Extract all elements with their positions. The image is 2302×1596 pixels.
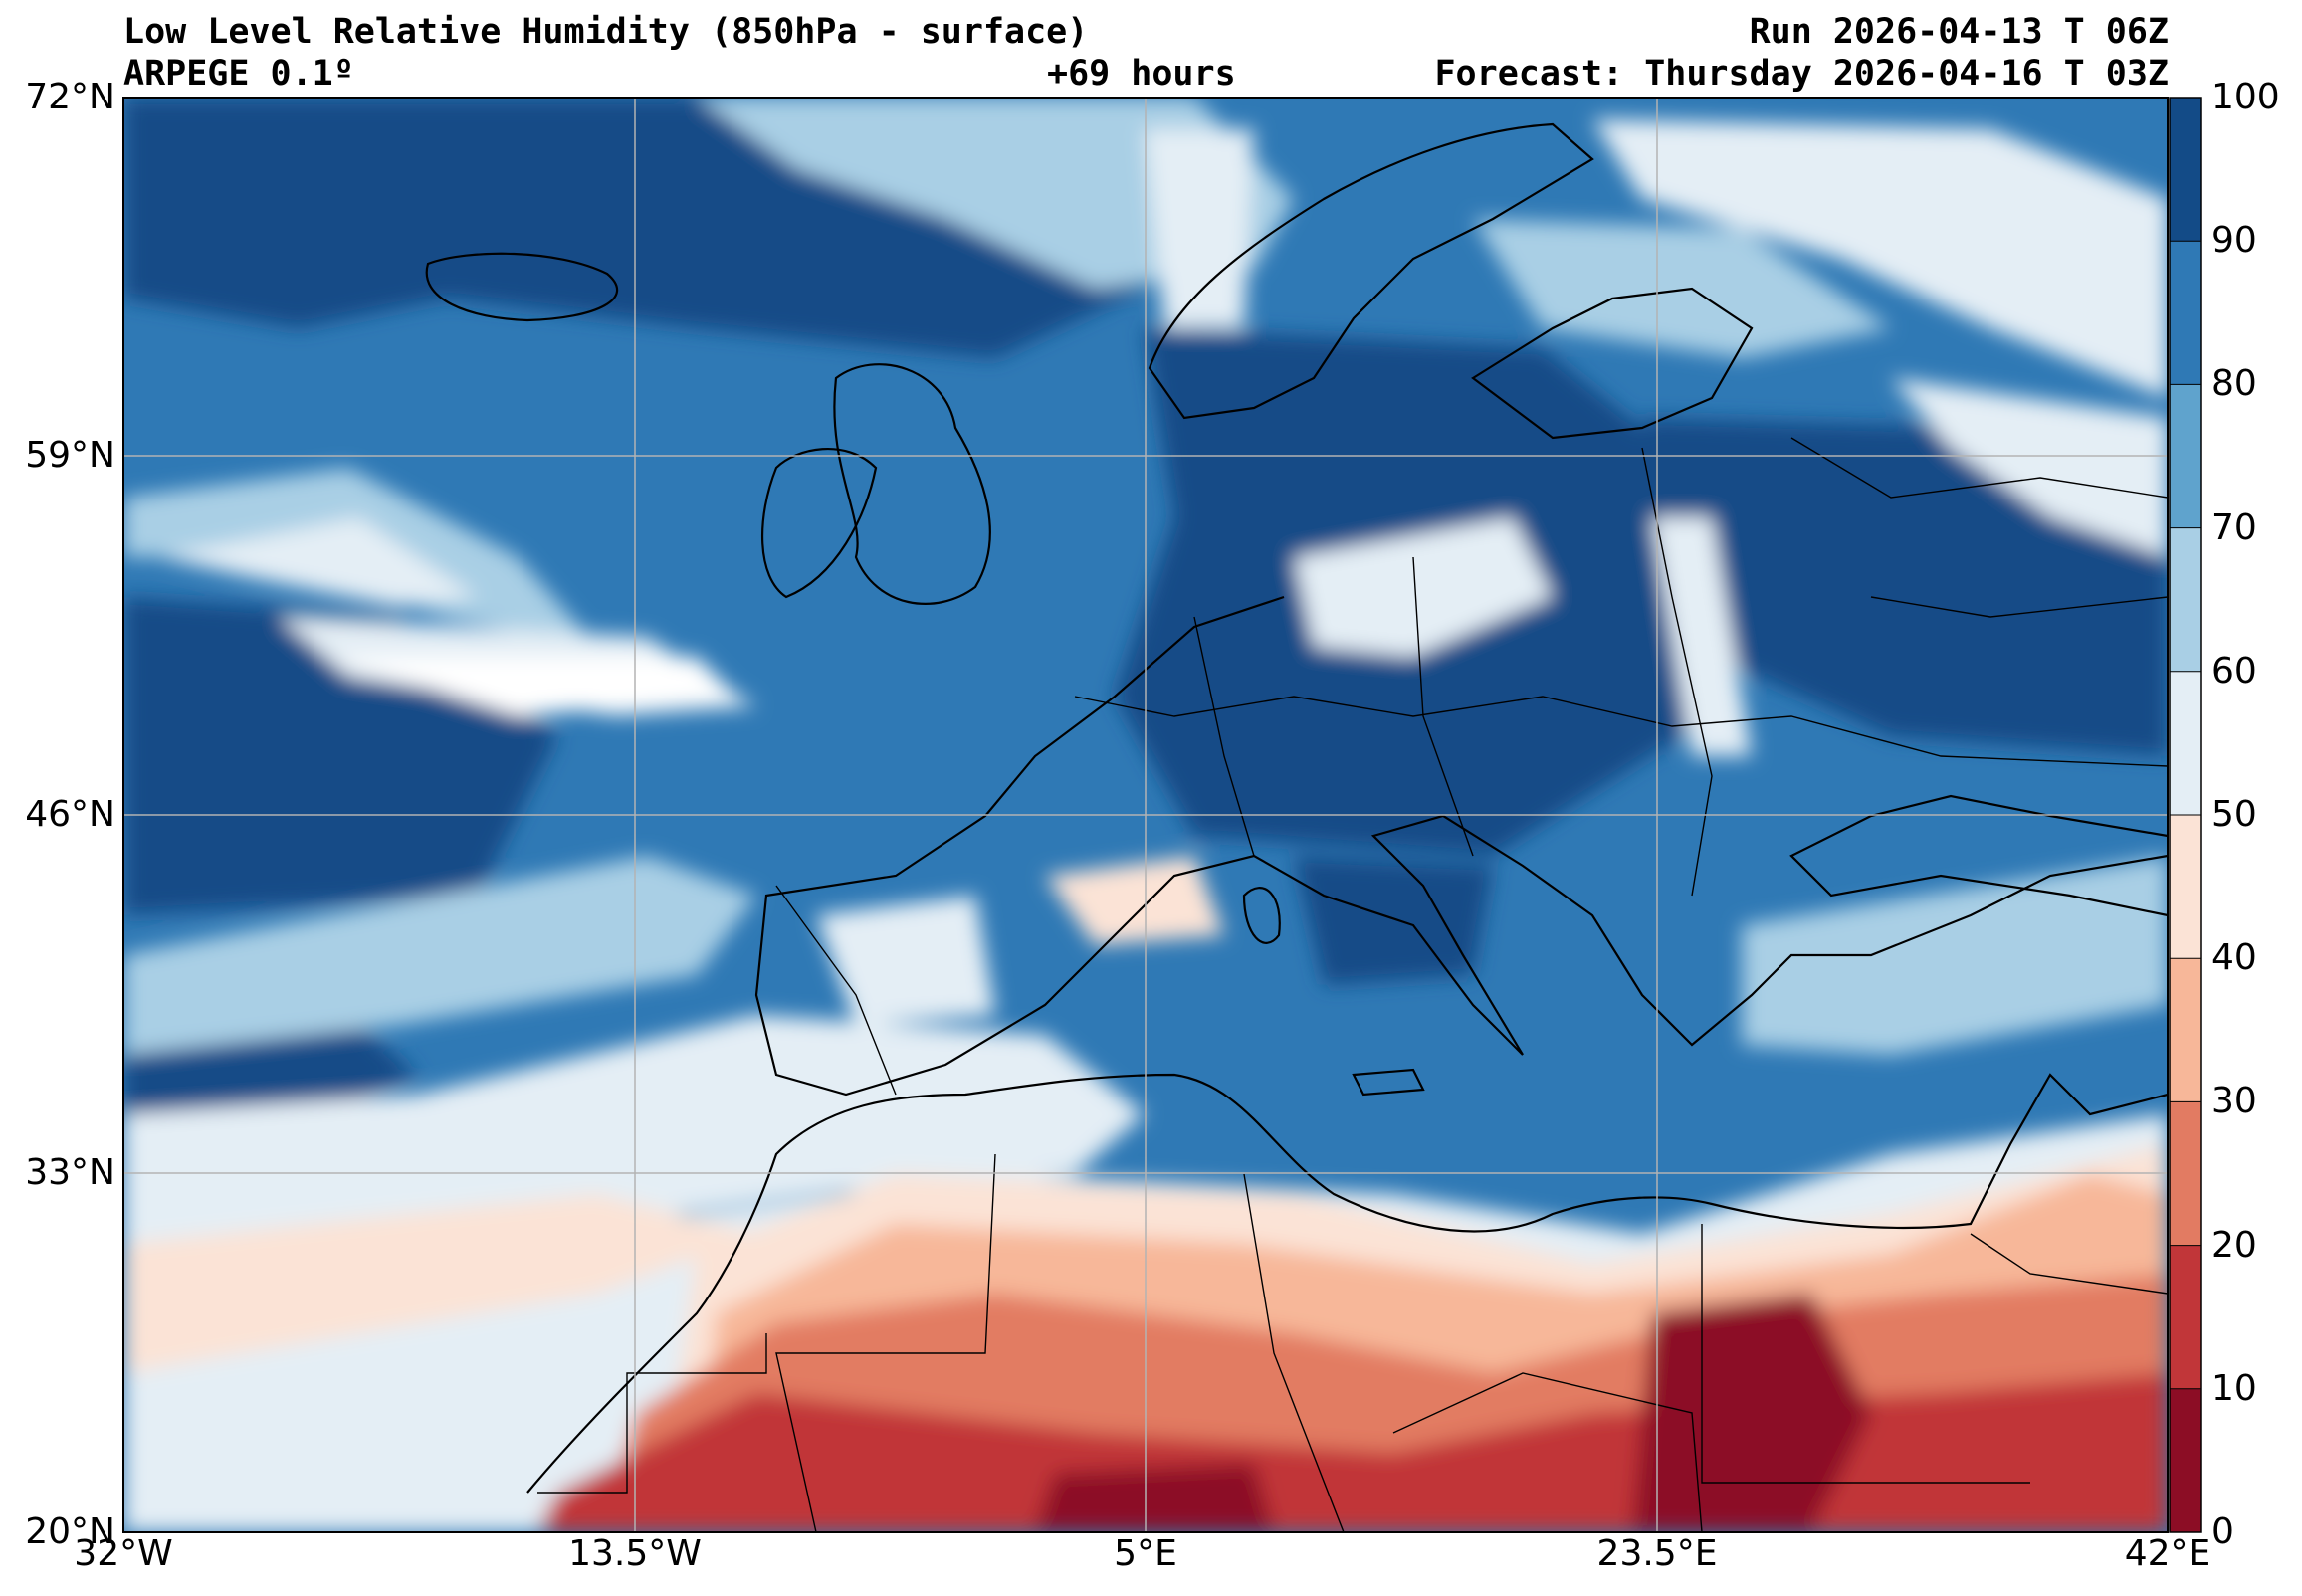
colorbar-swatch	[2170, 1245, 2201, 1389]
colorbar-frame	[2169, 97, 2202, 1533]
lon-tick-label: 32°W	[74, 1533, 173, 1574]
colorbar-label: 90	[2211, 220, 2257, 261]
colorbar-swatch	[2170, 241, 2201, 385]
colorbar-swatch	[2170, 1101, 2201, 1246]
colorbar-swatch	[2170, 1388, 2201, 1532]
lead-time-label: +69 hours	[1047, 54, 1236, 94]
colorbar-label: 70	[2211, 507, 2257, 548]
lat-tick-label: 46°N	[25, 794, 115, 835]
colorbar-swatch	[2170, 958, 2201, 1102]
black-sea-coast	[1789, 794, 2168, 917]
map-title: Low Level Relative Humidity (850hPa - su…	[123, 12, 1089, 52]
colorbar-swatch	[2170, 671, 2201, 815]
north-africa-coast	[526, 1073, 2168, 1494]
colorbar-swatch	[2170, 98, 2201, 242]
scandinavia-coast	[1148, 122, 1594, 420]
lon-tick-label: 13.5°W	[568, 1533, 702, 1574]
model-label: ARPEGE 0.1º	[123, 54, 354, 94]
colorbar-label: 0	[2211, 1511, 2234, 1552]
sicily-coast	[1352, 1068, 1425, 1097]
lat-tick-label: 20°N	[25, 1511, 115, 1552]
colorbar-label: 30	[2211, 1081, 2257, 1121]
colorbar-swatch	[2170, 527, 2201, 672]
ireland-coast	[760, 448, 878, 599]
colorbar-label: 20	[2211, 1225, 2257, 1266]
mainland-europe-coast	[754, 595, 2168, 1097]
colorbar-label: 100	[2211, 77, 2280, 117]
iceland-coast	[425, 252, 619, 322]
colorbar	[2170, 98, 2201, 1532]
colorbar-label: 80	[2211, 363, 2257, 404]
run-label: Run 2026-04-13 T 06Z	[1749, 12, 2169, 52]
colorbar-label: 10	[2211, 1368, 2257, 1409]
lon-tick-label: 42°E	[2124, 1533, 2211, 1574]
great-britain-coast	[833, 363, 991, 605]
coastlines	[425, 122, 2168, 1494]
colorbar-swatch	[2170, 815, 2201, 959]
colorbar-label: 60	[2211, 651, 2257, 692]
colorbar-label: 50	[2211, 794, 2257, 835]
lon-tick-label: 23.5°E	[1596, 1533, 1718, 1574]
map-frame	[122, 97, 2169, 1533]
colorbar-swatch	[2170, 384, 2201, 528]
lat-tick-label: 72°N	[25, 77, 115, 117]
lat-tick-label: 33°N	[25, 1152, 115, 1193]
lon-tick-label: 5°E	[1114, 1533, 1177, 1574]
colorbar-label: 40	[2211, 937, 2257, 978]
forecast-label: Forecast: Thursday 2026-04-16 T 03Z	[1434, 54, 2169, 94]
gridlines	[123, 98, 2168, 1532]
baltic-coast	[1471, 287, 1754, 440]
corsica-sardinia-coast	[1242, 887, 1281, 944]
lat-tick-label: 59°N	[25, 435, 115, 476]
